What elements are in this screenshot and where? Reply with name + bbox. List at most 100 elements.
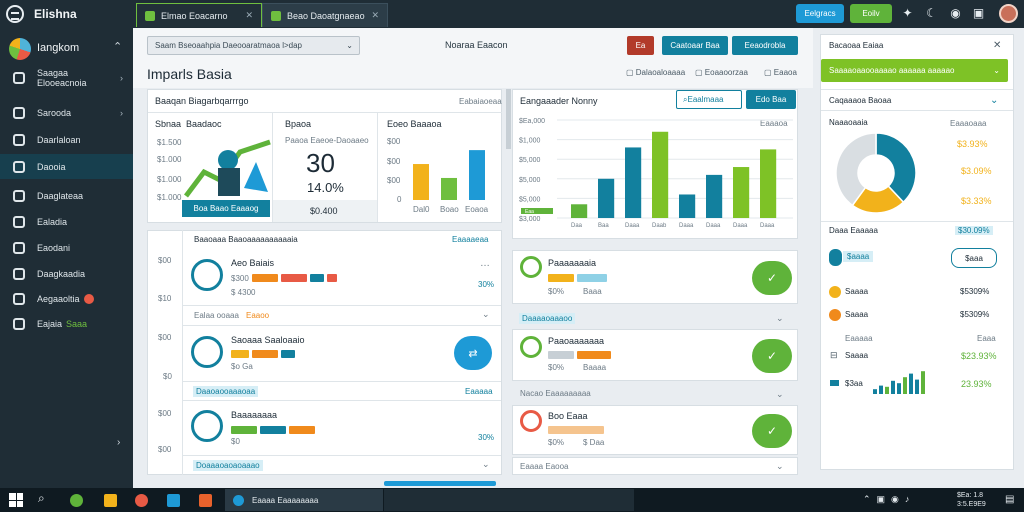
tag-group <box>548 426 607 437</box>
close-icon[interactable]: ✕ <box>245 10 253 20</box>
divider <box>148 112 502 113</box>
browser-icon[interactable] <box>135 494 148 507</box>
sidebar-item-9[interactable]: Eajaia Saaa <box>0 311 133 336</box>
teal-chip[interactable]: $aaaa <box>843 251 874 262</box>
green-select[interactable]: Saaaaoaaooaaaao aaaaaa aaaaao ⌄ <box>821 59 1008 82</box>
divider <box>182 230 183 475</box>
sidebar-item-8[interactable]: Aegaaoltia <box>0 286 133 311</box>
document-icon <box>191 336 223 368</box>
list-item[interactable] <box>183 250 501 305</box>
folder-icon <box>13 106 25 119</box>
sidebar-item-5[interactable]: Ealadia <box>0 209 133 234</box>
mid-item-meta2: $ Daa <box>583 438 605 447</box>
trend-value: $23.93% <box>961 351 997 361</box>
bar-y-label: 0 <box>397 195 402 204</box>
windows-start-icon[interactable] <box>9 493 23 507</box>
search-icon[interactable]: ⌕ <box>38 491 45 505</box>
chrome-icon[interactable] <box>70 494 83 507</box>
chevron-down-icon[interactable]: ⌄ <box>776 313 784 323</box>
tab-2[interactable]: Beao Daoatgnaeao ✕ <box>262 3 388 27</box>
chevron-up-icon[interactable]: ⌃ <box>113 41 123 53</box>
notifications-icon[interactable]: ▤ <box>1005 494 1015 505</box>
trend-header-left: Eaaaaa <box>845 334 873 343</box>
chevron-down-icon[interactable]: ⌄ <box>776 389 784 399</box>
x-tick-label: Baa <box>598 223 609 229</box>
sidebar-item-1[interactable]: Sarooda › <box>0 100 133 125</box>
sidebar-item-0[interactable]: Saagaa Elooeacnoia › <box>0 65 133 90</box>
confirm-button[interactable]: ✓ <box>752 339 792 373</box>
share-button[interactable]: ⇄ <box>454 336 492 370</box>
chevron-down-icon[interactable]: ⌄ <box>482 309 490 319</box>
kpi-card-title: Baaqan Biagarbqarrrgo <box>155 96 249 106</box>
taskbar-app[interactable]: Eaaaa Eaaaaaaaa <box>225 489 383 511</box>
home-icon <box>13 71 25 84</box>
tab-1[interactable]: Elmao Eoacarno ✕ <box>136 3 262 27</box>
list-item-meta: $o Ga <box>231 362 253 371</box>
app-title: Elishna <box>34 7 77 21</box>
teal-action-button[interactable]: Boa Baao Eaaaog <box>182 200 270 217</box>
user-avatar[interactable] <box>9 38 31 60</box>
tag-group <box>548 351 614 362</box>
chevron-right-icon[interactable]: › <box>117 437 121 448</box>
header-action-1[interactable]: ▢ Dalaoaloaaaa <box>626 68 686 77</box>
kpi-col3-title: Eoeo Baaaoa <box>387 119 442 129</box>
sidebar-item-2[interactable]: Daarlaloan <box>0 127 133 152</box>
clipboard-icon <box>13 215 25 228</box>
spark-bar <box>915 379 919 394</box>
chevron-down-icon[interactable]: ⌄ <box>482 459 490 469</box>
y-label: $10 <box>158 294 172 303</box>
edge-icon[interactable] <box>167 494 180 507</box>
settings-icon[interactable]: ◉ <box>950 6 961 20</box>
teal-button-1[interactable]: Caatoaar Baa <box>662 36 728 55</box>
divider <box>183 400 501 401</box>
confirm-button[interactable]: ✓ <box>752 261 792 295</box>
moon-icon[interactable]: ☾ <box>926 6 937 20</box>
spark-bar <box>885 386 889 394</box>
sidebar-item-4[interactable]: Daaglateaa <box>0 183 133 208</box>
clock[interactable]: $Ea: 1.8 3:5.E9E9 <box>957 491 986 509</box>
header-action-3[interactable]: ▢ Eaaoa <box>764 68 797 77</box>
x-tick-label: Daaa <box>733 223 748 229</box>
store-icon[interactable] <box>199 494 212 507</box>
document-icon[interactable]: ▣ <box>972 6 985 20</box>
list-item-sub-right: Eaaaaa <box>465 387 493 396</box>
folder-icon[interactable] <box>104 494 117 507</box>
more-icon[interactable]: … <box>480 258 490 269</box>
sidebar-item-3[interactable]: Daooia <box>0 154 133 179</box>
progress-fill <box>384 481 496 486</box>
x-tick-label: Daab <box>652 223 667 229</box>
filter-select[interactable]: Saam Bseoaahpia Daeooaratmaoa l>dap ⌄ <box>147 36 360 55</box>
chevron-down-icon[interactable]: ⌄ <box>990 95 999 106</box>
user-name: Iangkom <box>37 42 80 54</box>
marker <box>521 208 553 214</box>
red-button[interactable]: Ea <box>627 36 654 55</box>
chart-search-button[interactable]: ⌕ Eaalmaaa <box>676 90 742 109</box>
list-item-pct: 30% <box>478 433 495 442</box>
avatar[interactable] <box>999 4 1018 23</box>
primary-button[interactable]: Eelgracs <box>796 4 844 23</box>
bolt-icon[interactable]: ✦ <box>902 6 913 20</box>
refresh-icon <box>520 256 542 278</box>
chart-search-label: Eaalmaaa <box>687 95 724 104</box>
list-item-title: Saoaaa Saaloaaio <box>231 335 305 345</box>
sidebar-item-7[interactable]: Daagkaadia <box>0 261 133 286</box>
chevron-right-icon: › <box>120 107 123 118</box>
close-icon[interactable]: ✕ <box>371 10 379 20</box>
checkbox-icon[interactable]: ⊟ <box>830 350 838 360</box>
sidebar-item-6[interactable]: Eaodani <box>0 235 133 260</box>
list-item-title: Aeo Baiais <box>231 258 275 268</box>
value-input[interactable]: $aaa <box>951 248 997 268</box>
x-tick-label: Daaa <box>760 223 775 229</box>
header-action-2[interactable]: ▢ Eoaaoorzaa <box>695 68 748 77</box>
success-button[interactable]: Eoilv <box>850 4 892 23</box>
bar <box>598 178 615 218</box>
confirm-button[interactable]: ✓ <box>752 414 792 448</box>
scrollbar[interactable] <box>506 89 511 149</box>
list-item-sub: Daaoaooaaaoaa <box>193 386 259 397</box>
close-icon[interactable]: ✕ <box>993 40 1002 51</box>
chevron-down-icon[interactable]: ⌄ <box>776 461 784 471</box>
teal-button-2[interactable]: Eeaodrobla <box>732 36 798 55</box>
chart-action-button[interactable]: Edo Baa <box>746 90 796 109</box>
green-select-label: Saaaaoaaooaaaao aaaaaa aaaaao <box>829 66 955 75</box>
system-tray-icons[interactable]: ⌃▣◉♪ <box>863 494 916 504</box>
